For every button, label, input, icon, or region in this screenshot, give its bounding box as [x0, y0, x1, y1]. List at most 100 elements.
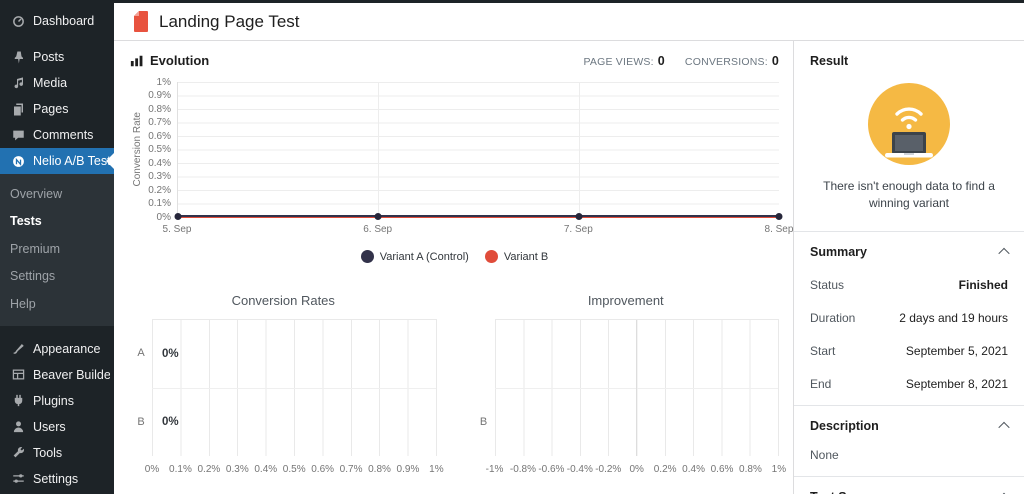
summary-row-value: Finished: [958, 277, 1008, 292]
sidebar-item-label: Tools: [33, 445, 63, 460]
dashboard-icon: [10, 13, 26, 29]
result-panel: Result: [793, 41, 1024, 494]
y-axis-label: Conversion Rate: [131, 112, 143, 187]
sidebar-item-plugins[interactable]: Plugins: [0, 388, 114, 414]
sidebar-item-pages[interactable]: Pages: [0, 96, 114, 122]
gridline: [378, 82, 380, 217]
sidebar-item-media[interactable]: Media: [0, 70, 114, 96]
page-views-value: 0: [657, 53, 665, 68]
summary-rows: Status Finished Duration 2 days and 19 h…: [810, 278, 1008, 391]
summary-row-label: Status: [810, 277, 845, 292]
sidebar-item-comments[interactable]: Comments: [0, 122, 114, 148]
submenu-item-settings[interactable]: Settings: [10, 269, 56, 284]
sidebar-item-label: Settings: [33, 471, 79, 486]
submenu-item-premium[interactable]: Premium: [10, 241, 61, 256]
sidebar-item-label: Posts: [33, 50, 65, 64]
sidebar-item-label: Beaver Builder: [33, 367, 110, 382]
category-axis: A B: [130, 319, 152, 456]
improvement-plot-area: [494, 319, 779, 456]
conversion-plot-area: 0% 0%: [152, 319, 437, 456]
x-axis-ticks: 0% 0.1% 0.2% 0.3% 0.4% 0.5% 0.6% 0.7% 0.8% 0.9% 1%: [144, 464, 444, 475]
sidebar-item-appearance[interactable]: Appearance: [0, 336, 114, 362]
sidebar-item-users[interactable]: Users: [0, 414, 114, 440]
conversion-rates-chart: Conversion Rates A B 0% 0%: [130, 293, 444, 475]
data-point: [775, 213, 783, 220]
variant-a-swatch: [360, 250, 374, 263]
evolution-heading: Evolution: [130, 53, 209, 68]
result-heading: Result: [810, 54, 849, 68]
wrench-icon: [10, 445, 26, 461]
submenu-item-overview[interactable]: Overview: [10, 187, 63, 201]
sidebar-item-nelio-ab-testing[interactable]: Nelio A/B Testing: [0, 148, 114, 174]
data-point: [374, 213, 382, 220]
comment-bubble-icon: [10, 127, 26, 143]
submenu-item-tests[interactable]: Tests: [10, 214, 42, 229]
summary-row: Status Finished: [810, 278, 1008, 292]
result-section: Result: [794, 41, 1024, 232]
data-point: [575, 213, 583, 220]
summary-row-label: Start: [810, 343, 836, 358]
bar-chart-icon: [130, 54, 144, 68]
y-axis-ticks: 1% 0.9% 0.8% 0.7% 0.6% 0.5% 0.4% 0.3% 0.2% 0.1% 0%: [148, 76, 171, 223]
pages-icon: [10, 101, 26, 117]
evolution-plot-area: [174, 82, 783, 220]
description-section: Description None: [794, 406, 1024, 477]
summary-row-value: September 8, 2021: [905, 376, 1008, 391]
sidebar-item-posts[interactable]: Posts: [0, 44, 114, 70]
gridline: [152, 388, 436, 389]
summary-row: Duration 2 days and 19 hours: [810, 311, 1008, 325]
summary-row-label: Duration: [810, 310, 856, 325]
variant-a-rate-value: 0%: [162, 348, 179, 360]
sliders-icon: [10, 471, 26, 487]
sidebar-item-label: Media: [33, 76, 68, 90]
pushpin-icon: [10, 49, 26, 65]
improvement-chart: Improvement B -1% -0.: [473, 293, 787, 475]
evolution-stats: PAGE VIEWS: 0 CONVERSIONS: 0: [583, 54, 779, 68]
legend-item-variant-a[interactable]: Variant A (Control): [360, 250, 469, 263]
variant-b-rate-value: 0%: [162, 416, 179, 428]
test-document-icon: [132, 11, 149, 32]
legend-item-variant-b[interactable]: Variant B: [484, 250, 548, 263]
x-axis-ticks: -1% -0.8% -0.6% -0.4% -0.2% 0% 0.2% 0.4% 0.6% 0.8…: [485, 464, 787, 475]
sidebar-item-tools[interactable]: Tools: [0, 440, 114, 466]
sidebar-separator: [0, 34, 114, 44]
submenu-item-help[interactable]: Help: [10, 296, 36, 311]
gridline: [578, 82, 580, 217]
sidebar-item-settings[interactable]: Settings: [0, 466, 114, 492]
summary-row-value: September 5, 2021: [905, 343, 1008, 358]
description-value: None: [810, 447, 839, 462]
page-header: Landing Page Test: [114, 3, 1024, 41]
chevron-up-icon[interactable]: [998, 247, 1010, 259]
description-section-header[interactable]: Description: [810, 419, 1010, 433]
layout-grid-icon: [10, 367, 26, 383]
x-axis-ticks: 5. Sep 6. Sep 7. Sep 8. Sep: [162, 224, 794, 235]
chart-legend: Variant A (Control) Variant B: [130, 250, 779, 263]
sidebar-separator: [0, 326, 114, 336]
summary-row: End September 8, 2021: [810, 377, 1008, 391]
admin-sidebar: Dashboard Posts Media Pages Comments Nel…: [0, 0, 114, 494]
result-message: There isn't enough data to find a winnin…: [823, 179, 995, 211]
chart-title: Conversion Rates: [231, 293, 335, 308]
page-views-stat: PAGE VIEWS: 0: [583, 53, 665, 68]
evolution-line-chart: Conversion Rate 1% 0.9% 0.8% 0.7% 0.6% 0.5% 0.…: [130, 76, 783, 223]
summary-section: Summary Status Finished Duration: [794, 232, 1024, 406]
plug-icon: [10, 393, 26, 409]
sidebar-item-label: Nelio A/B Testing: [33, 154, 110, 168]
sidebar-item-label: Pages: [33, 102, 69, 116]
sidebar-item-beaver-builder[interactable]: Beaver Builder: [0, 362, 114, 388]
variant-b-swatch: [484, 250, 498, 263]
sidebar-item-label: Dashboard: [33, 14, 95, 28]
chevron-up-icon[interactable]: [998, 421, 1010, 433]
no-winner-laptop-icon: [867, 82, 951, 166]
test-scope-section-header[interactable]: Test Scope: [810, 490, 1010, 494]
charts-section: Evolution PAGE VIEWS: 0 CONVERSIONS: 0 Con…: [114, 41, 793, 494]
summary-row: Start September 5, 2021: [810, 344, 1008, 358]
sidebar-item-dashboard[interactable]: Dashboard: [0, 8, 114, 34]
conversions-value: 0: [771, 53, 779, 68]
summary-row-value: 2 days and 19 hours: [899, 310, 1008, 325]
summary-section-header[interactable]: Summary: [810, 245, 1010, 259]
sidebar-item-label: Appearance: [33, 341, 101, 356]
user-icon: [10, 419, 26, 435]
media-note-icon: [10, 75, 26, 91]
